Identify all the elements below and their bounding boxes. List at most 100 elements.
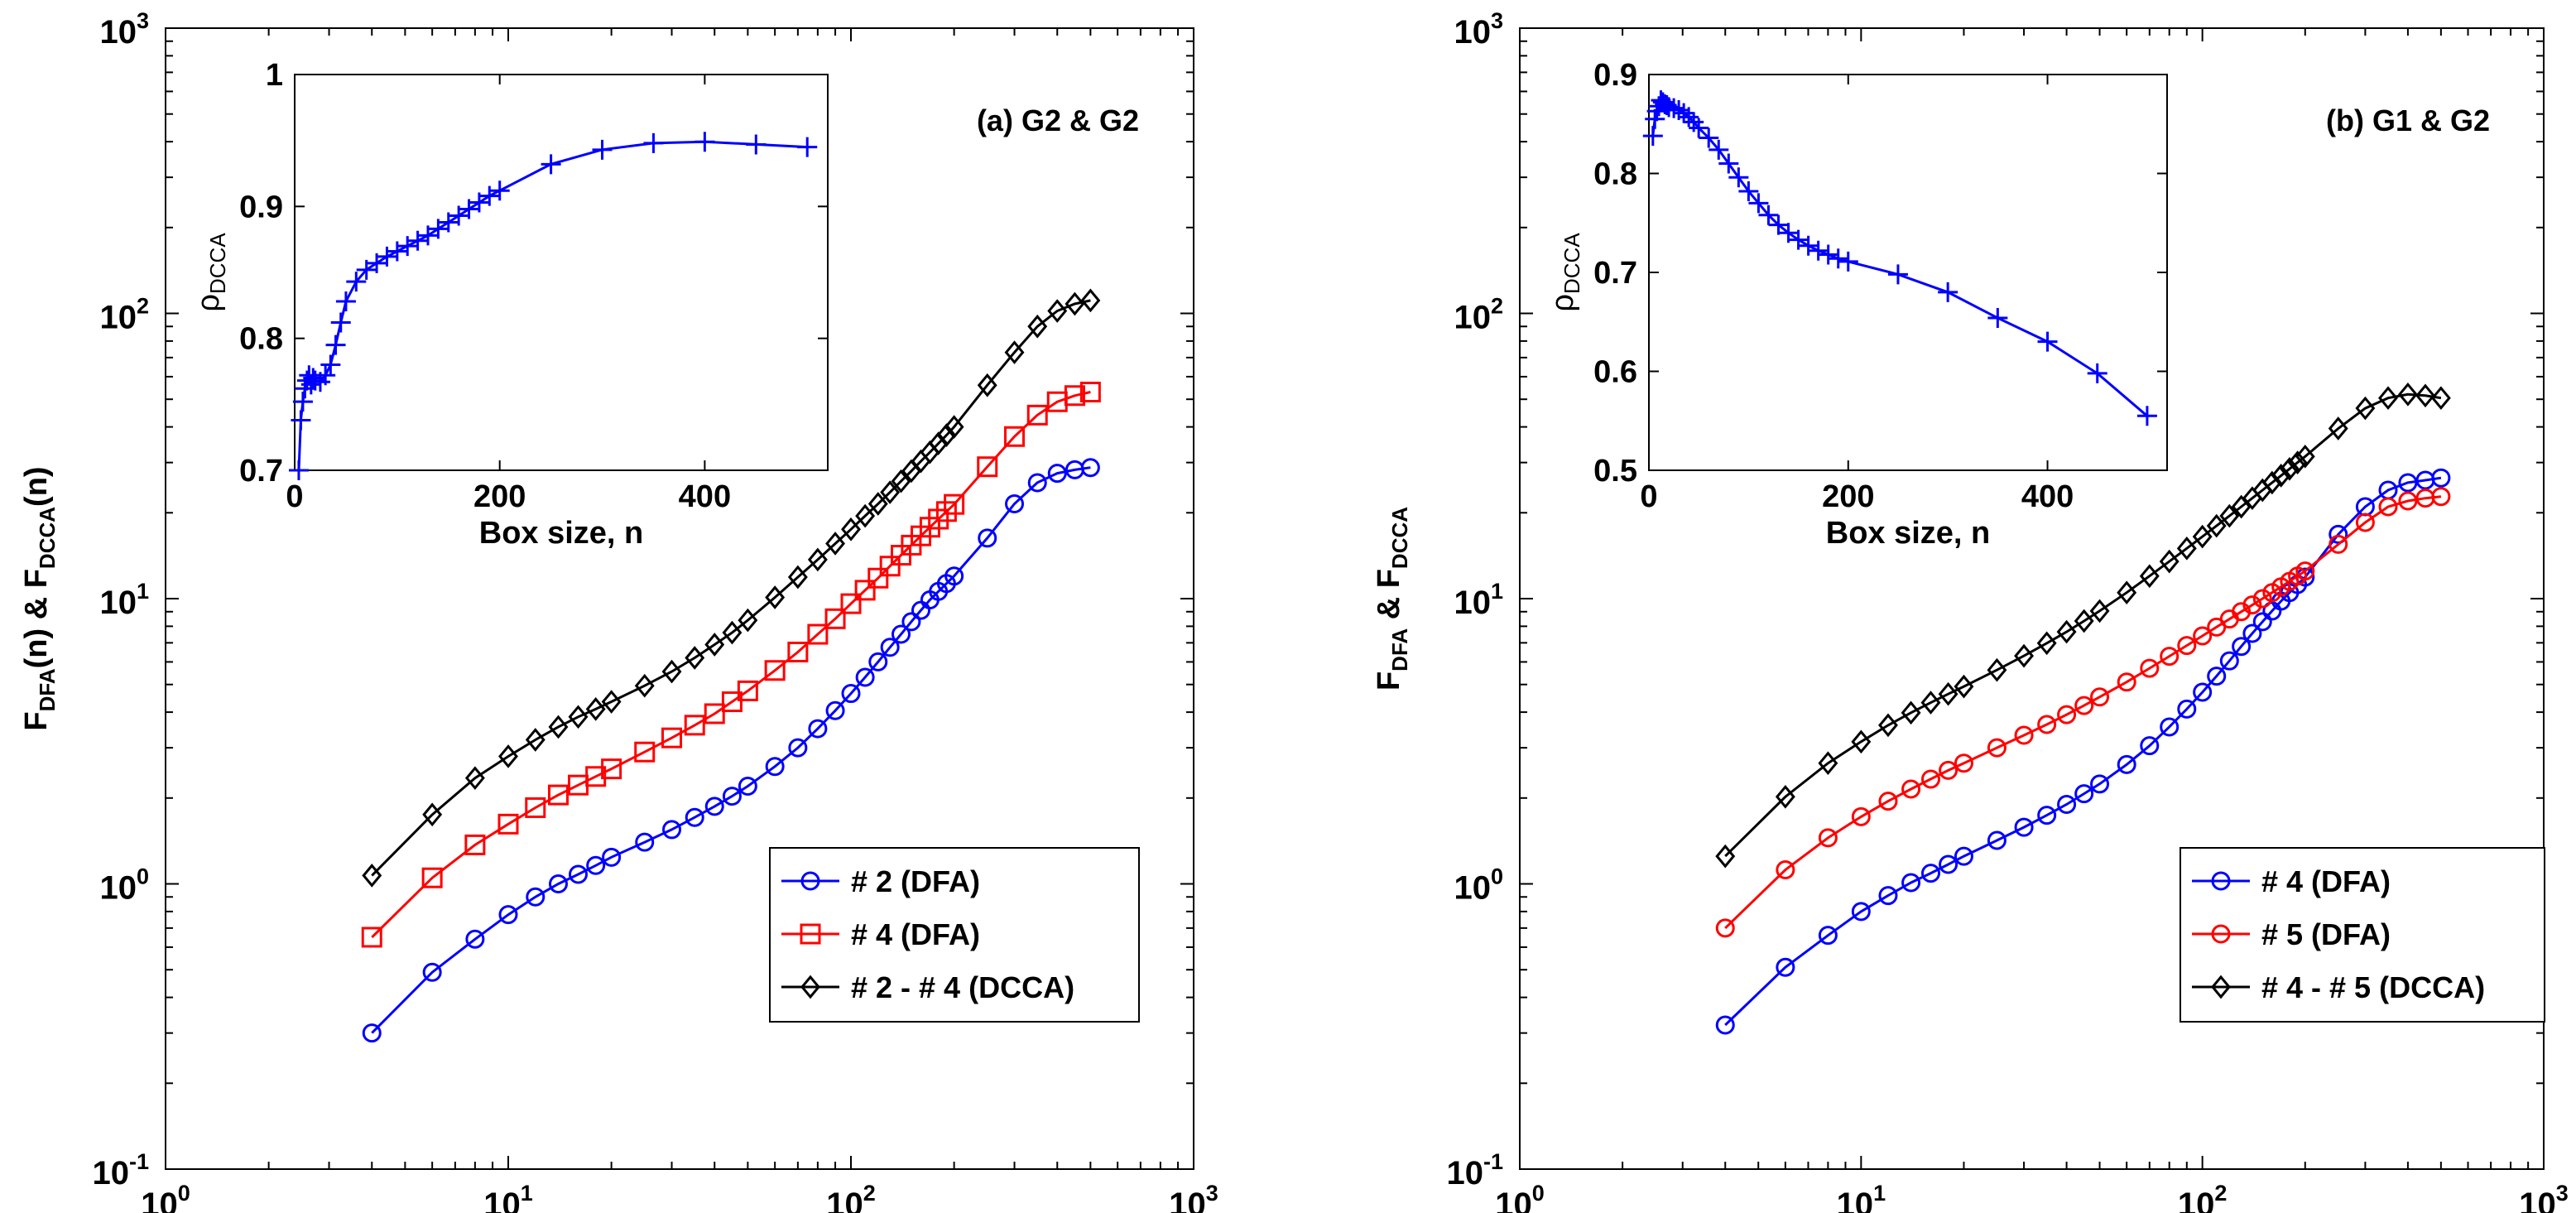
data-point (685, 646, 705, 670)
inset-data-point (1748, 193, 1769, 214)
inset-data-point (397, 236, 418, 257)
legend-entry: # 4 (DFA) (851, 917, 980, 951)
inset-data-point (377, 246, 397, 267)
x-tick-label: 101 (1837, 1181, 1886, 1213)
y-tick-label-base: 10 (99, 14, 137, 51)
y-tick-label-exp: 1 (1491, 579, 1503, 604)
data-point (568, 705, 589, 729)
inset-data-point (428, 219, 449, 239)
data-point (2242, 623, 2262, 643)
data-point (2219, 651, 2239, 671)
data-point (1954, 846, 1973, 866)
legend-swatch-marker (2211, 924, 2231, 944)
inset-data-point (1669, 100, 1689, 121)
data-point (1851, 902, 1871, 922)
x-tick-label: 103 (1169, 1181, 1218, 1213)
inset-data-point (592, 139, 613, 160)
data-point (935, 501, 957, 522)
data-point (1818, 828, 1838, 848)
x-tick-label-exp: 3 (1206, 1181, 1218, 1206)
inset-data-point (1828, 248, 1848, 269)
data-point (1954, 674, 1974, 699)
y-tick-label: 100 (1454, 864, 1503, 907)
y-tick-label-exp: 2 (137, 294, 149, 319)
data-point (2295, 561, 2315, 581)
y-tick-label-base: 10 (99, 585, 137, 621)
inset-x-axis-label: Box size, n (479, 516, 644, 551)
data-point (2014, 817, 2034, 837)
data-point (855, 503, 876, 528)
legend: # 2 (DFA) # 4 (DFA) # 2 - # 4 (DCCA) (769, 847, 1140, 1023)
data-point (2117, 580, 2137, 605)
data-point (2206, 513, 2227, 538)
y-axis-label-part: (n) & F (19, 569, 54, 668)
data-point (824, 608, 846, 629)
main-ticks (1519, 28, 2544, 1170)
inset-frame (294, 74, 829, 471)
y-tick-label-exp: -1 (129, 1149, 149, 1174)
data-point (944, 493, 965, 515)
data-point (2089, 599, 2110, 623)
data-point (548, 715, 569, 739)
data-point (547, 784, 569, 806)
legend-swatch-marker (2211, 975, 2231, 999)
data-point (634, 741, 656, 763)
inset-data-point (438, 212, 459, 233)
x-tick-label-base: 10 (1495, 1187, 1532, 1213)
data-point (880, 480, 901, 504)
data-point (867, 567, 889, 589)
data-point (525, 797, 546, 818)
inset-data-point (418, 225, 438, 246)
inset-data-point (1718, 153, 1739, 174)
data-point (585, 697, 606, 721)
data-point (1851, 729, 1872, 754)
data-point (1818, 926, 1838, 946)
data-point (2242, 595, 2262, 615)
inset-data-point (1674, 103, 1694, 123)
data-point (2261, 470, 2282, 495)
inset-data-point (407, 230, 428, 251)
inset-x-tick-label: 0 (1640, 479, 1657, 514)
data-point (2159, 549, 2180, 574)
data-point (362, 1023, 382, 1043)
series-2 (362, 288, 1101, 888)
data-point (868, 652, 888, 671)
data-point (2056, 619, 2077, 644)
x-tick-label: 100 (141, 1181, 190, 1213)
data-point (1920, 769, 1940, 789)
inset-data-point (797, 137, 818, 157)
data-point (901, 612, 921, 632)
series-0 (362, 458, 1100, 1043)
data-point (891, 469, 911, 493)
data-point (526, 887, 545, 907)
data-point (2431, 468, 2451, 488)
x-tick-label: 102 (826, 1181, 876, 1213)
legend-entry: # 2 - # 4 (DCCA) (851, 970, 1074, 1004)
y-tick-label-base: 10 (1454, 14, 1491, 51)
data-point (422, 962, 442, 982)
legend-swatch-marker (800, 871, 820, 891)
data-point (1047, 299, 1068, 323)
data-point (737, 680, 758, 701)
inset-data-point (2136, 406, 2157, 426)
data-point (1920, 691, 1941, 715)
inset-data-point (325, 335, 346, 355)
y-tick-label: 103 (99, 8, 149, 51)
data-point (1775, 784, 1795, 809)
data-point (1939, 760, 1958, 780)
x-tick-label: 103 (2519, 1181, 2569, 1213)
inset-y-tick-label: 0.9 (1593, 58, 1637, 93)
data-point (704, 633, 725, 657)
inset-data-point (1768, 214, 1789, 235)
data-point (464, 766, 485, 791)
inset-y-axis-label-subscript: DCCA (205, 233, 230, 294)
data-point (722, 787, 742, 806)
main-ticks (165, 28, 1194, 1170)
data-point (2090, 774, 2110, 794)
data-point (1047, 464, 1067, 484)
data-point (1987, 738, 2006, 758)
y-tick-label: 102 (1454, 294, 1503, 336)
inset-series-0 (1642, 90, 2157, 426)
data-point (825, 700, 845, 720)
